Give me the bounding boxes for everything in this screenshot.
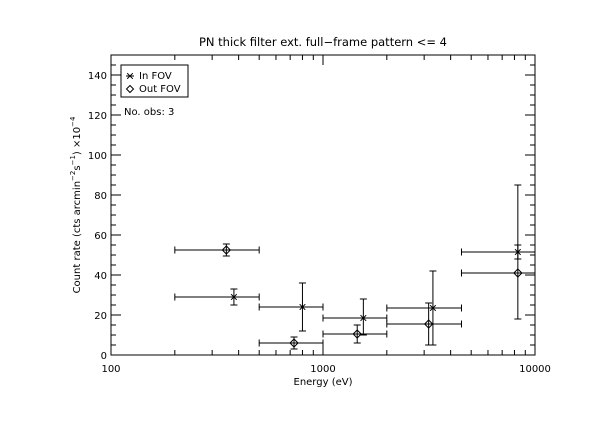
- y-tick-label: 100: [88, 151, 107, 162]
- point-out-fov: [460, 184, 536, 320]
- legend: In FOV Out FOV: [120, 64, 189, 98]
- point-out-fov: [386, 302, 462, 346]
- y-axis-label-mid: s: [72, 165, 83, 170]
- x-axis-label: Energy (eV): [294, 377, 353, 388]
- y-tick-label: 0: [101, 351, 107, 362]
- obs-count-annotation: No. obs: 3: [124, 107, 174, 118]
- diamond-marker: [513, 268, 523, 278]
- y-axis-label-main: Count rate (cts arcmin: [72, 181, 83, 293]
- x-tick-label: 100: [101, 364, 120, 375]
- point-out-fov: [174, 243, 260, 257]
- diamond-marker: [423, 319, 434, 329]
- chart-title: PN thick filter ext. full−frame pattern …: [199, 35, 447, 49]
- diamond-marker: [352, 329, 362, 339]
- y-axis-label: Count rate (cts arcmin−2s−1) ×10−4: [69, 116, 83, 293]
- asterisk-marker: [428, 304, 437, 312]
- asterisk-marker: [298, 303, 307, 311]
- point-out-fov: [322, 324, 388, 344]
- point-in-fov: [322, 298, 388, 336]
- legend-marker-diamond: [125, 84, 135, 94]
- asterisk-stroke: [360, 314, 367, 322]
- x-tick-label: 10000: [519, 364, 551, 375]
- y-tick-label: 80: [94, 191, 107, 202]
- asterisk-marker: [359, 314, 368, 322]
- legend-label-out-fov: Out FOV: [139, 84, 181, 95]
- y-axis: 0 20 40 60 80 100 120 140: [88, 54, 535, 362]
- diamond-marker: [289, 338, 299, 348]
- y-tick-label: 60: [94, 231, 107, 242]
- point-out-fov: [258, 336, 324, 350]
- asterisk-icon: [126, 72, 134, 80]
- point-in-fov: [386, 270, 462, 346]
- y-tick-label: 20: [94, 311, 107, 322]
- x-tick-label: 1000: [310, 364, 335, 375]
- diamond-icon: [125, 84, 135, 94]
- x-axis: 100 1000 10000: [101, 55, 551, 375]
- legend-box: [120, 64, 189, 98]
- y-tick-label: 120: [88, 111, 107, 122]
- y-tick-label: 40: [94, 271, 107, 282]
- y-axis-label-sup2: −1: [69, 155, 77, 165]
- y-axis-label-sup3: −4: [69, 116, 77, 127]
- asterisk-stroke: [299, 303, 306, 311]
- point-in-fov: [258, 282, 324, 332]
- legend-label-in-fov: In FOV: [139, 71, 172, 82]
- asterisk-stroke: [126, 72, 134, 80]
- legend-marker-asterisk: [126, 72, 134, 80]
- asterisk-stroke: [429, 304, 437, 312]
- y-axis-label-end: ) ×10: [72, 127, 83, 155]
- y-axis-label-sup1: −2: [69, 171, 77, 181]
- asterisk-marker: [229, 293, 238, 301]
- asterisk-stroke: [230, 293, 238, 301]
- data-points: [174, 184, 536, 350]
- point-in-fov: [460, 244, 536, 260]
- y-tick-label: 140: [88, 71, 107, 82]
- point-in-fov: [174, 288, 260, 306]
- diamond-marker: [221, 245, 232, 255]
